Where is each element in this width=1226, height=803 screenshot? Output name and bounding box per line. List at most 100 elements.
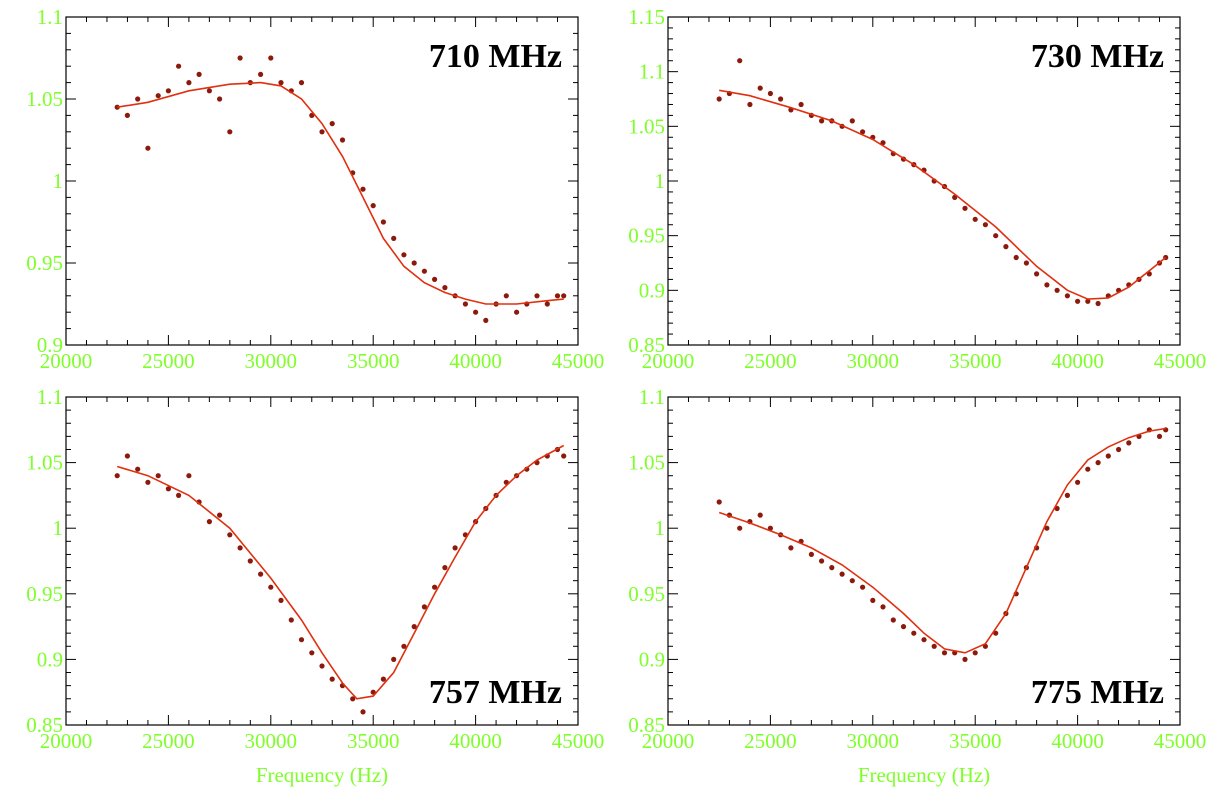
data-point [206,519,212,525]
x-tick-label: 30000 [245,729,298,753]
data-point [1064,492,1070,498]
panel-710: 20000 25000 30000 35000 40000 45000 0.9 0.95 1 1.… [26,5,604,373]
data-point [421,604,427,610]
data-point [544,301,550,307]
data-point [298,80,305,86]
data-point [1044,525,1050,531]
data-point [1075,298,1081,304]
data-point [1054,287,1060,293]
data-point [798,101,804,108]
y-tick-label: 0.9 [639,278,665,302]
data-point [716,96,722,102]
y-tick-label: 1 [655,516,666,540]
data-point [561,453,567,459]
data-point [217,96,223,102]
data-point [911,630,917,636]
y-tick-label: 0.95 [26,251,63,275]
x-tick-label: 30000 [245,349,298,373]
data-point [1156,433,1163,439]
x-tick-label: 45000 [552,729,605,753]
data-point [514,309,520,315]
x-tick-label: 45000 [1154,729,1207,753]
y-tick-label: 1 [53,169,64,193]
data-point [982,222,989,228]
panel-757: 20000 25000 30000 35000 40000 45000 0.85 0.9 0.9… [26,385,604,787]
y-tick-label: 1.1 [37,385,63,409]
data-point [165,486,171,492]
data-point [1105,453,1111,459]
data-point [561,293,567,299]
data-point [258,571,264,577]
plot-frame [65,396,579,726]
data-point [421,268,427,274]
data-point [870,597,876,604]
panel-label: 775 MHz [1031,674,1164,711]
data-point [268,55,274,61]
data-point [757,85,763,91]
data-point [534,293,540,299]
fit-curve [719,89,1167,300]
data-point [391,656,397,663]
data-point [319,129,325,135]
x-tick-label: 40000 [449,349,502,373]
y-tick-label: 1.05 [628,451,665,475]
data-point [135,96,141,102]
data-point [860,584,866,590]
y-tick-label: 0.9 [37,647,63,671]
y-tick-label: 0.95 [26,582,63,606]
data-point [767,525,774,531]
plot-frame [667,396,1181,726]
data-point [829,565,835,571]
data-point [278,597,284,604]
data-point [350,696,356,702]
data-point [931,643,937,649]
data-point [972,650,978,656]
data-point [921,637,927,643]
data-point [1085,298,1091,304]
x-tick-label: 40000 [1051,729,1104,753]
x-tick-label: 25000 [744,349,797,373]
data-point [880,140,886,146]
data-point [900,624,907,630]
data-point [176,63,182,69]
fit-curve [116,444,565,700]
data-point [329,676,335,682]
data-point [860,129,866,135]
x-tick-label: 35000 [949,729,1002,753]
data-point [716,499,722,505]
panel-775: 20000 25000 30000 35000 40000 45000 0.85 0.9 0.9… [628,385,1206,787]
panel-label: 710 MHz [429,38,562,75]
data-point [849,118,855,124]
data-point [993,630,999,636]
data-point [370,203,376,209]
data-point [1095,460,1101,466]
data-point [962,205,968,211]
data-point [442,285,448,291]
data-point [401,643,407,649]
data-point [268,584,274,590]
data-point [227,129,233,135]
fit-curve [117,81,564,305]
y-tick-label: 1 [655,169,666,193]
x-tick-label: 25000 [744,729,797,753]
data-point [819,118,825,124]
panel-label: 757 MHz [429,674,562,711]
data-point [114,473,120,479]
x-tick-label: 45000 [1154,349,1207,373]
y-tick-label: 1.1 [639,385,665,409]
data-point [554,293,561,299]
data-point [135,466,141,472]
data-point [1085,466,1091,472]
data-point [462,301,468,307]
x-axis-label: Frequency (Hz) [858,763,990,787]
data-point [941,650,948,656]
data-point [258,71,264,77]
x-tick-label: 25000 [142,349,195,373]
data-point [839,571,845,577]
data-point [757,512,763,518]
y-tick-label: 0.9 [639,647,665,671]
y-tick-label: 0.85 [628,713,665,737]
x-tick-label: 20000 [642,729,695,753]
data-point [473,309,479,315]
data-point [890,617,896,623]
